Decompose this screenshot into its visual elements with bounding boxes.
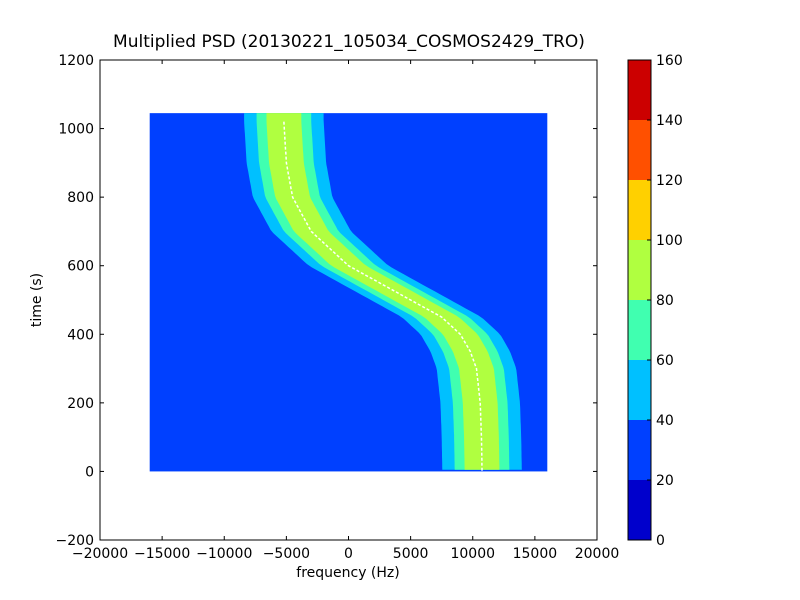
colorbar-tick-label: 0: [656, 533, 665, 549]
colorbar-segment: [628, 120, 651, 180]
x-tick-label: −10000: [196, 546, 252, 562]
x-tick-label: 0: [344, 546, 353, 562]
colorbar-tick-label: 100: [656, 233, 683, 249]
colorbar-segment: [628, 480, 651, 540]
colorbar-tick-label: 160: [656, 53, 683, 69]
y-tick-label: 0: [85, 464, 94, 480]
colorbar-tick-label: 40: [656, 413, 674, 429]
y-axis-label: time (s): [29, 273, 45, 327]
x-tick-label: −20000: [72, 546, 128, 562]
chart-title: Multiplied PSD (20130221_105034_COSMOS24…: [113, 32, 585, 52]
colorbar: 0 20 40 60 80 100 120 140 160: [627, 53, 683, 549]
x-tick-label: 20000: [575, 546, 620, 562]
colorbar-segment: [628, 420, 651, 480]
y-tick-label: 800: [67, 190, 94, 206]
signal-trace: [283, 121, 483, 472]
colorbar-segment: [628, 360, 651, 420]
colorbar-tick-label: 120: [656, 173, 683, 189]
y-tick-label: 400: [67, 327, 94, 343]
colorbar-tick-label: 140: [656, 113, 683, 129]
colorbar-segment: [628, 60, 651, 120]
x-axis-label: frequency (Hz): [296, 565, 399, 581]
colorbar-segment: [628, 240, 651, 300]
colorbar-segment: [628, 180, 651, 240]
y-tick-label: 1000: [58, 122, 94, 138]
x-tick-label: 10000: [450, 546, 495, 562]
x-tick-label: −5000: [263, 546, 310, 562]
signal-band-level-3: [266, 113, 500, 470]
x-tick-label: 15000: [513, 546, 558, 562]
colorbar-tick-label: 20: [656, 473, 674, 489]
colorbar-tick-label: 60: [656, 353, 674, 369]
x-tick-label: 5000: [393, 546, 429, 562]
y-tick-label: −200: [56, 533, 94, 549]
y-tick-label: 200: [67, 396, 94, 412]
colorbar-tick-label: 80: [656, 293, 674, 309]
y-tick-label: 600: [67, 259, 94, 275]
x-tick-label: −15000: [134, 546, 190, 562]
y-tick-label: 1200: [58, 53, 94, 69]
signal-band: [244, 113, 522, 470]
colorbar-segment: [628, 300, 651, 360]
